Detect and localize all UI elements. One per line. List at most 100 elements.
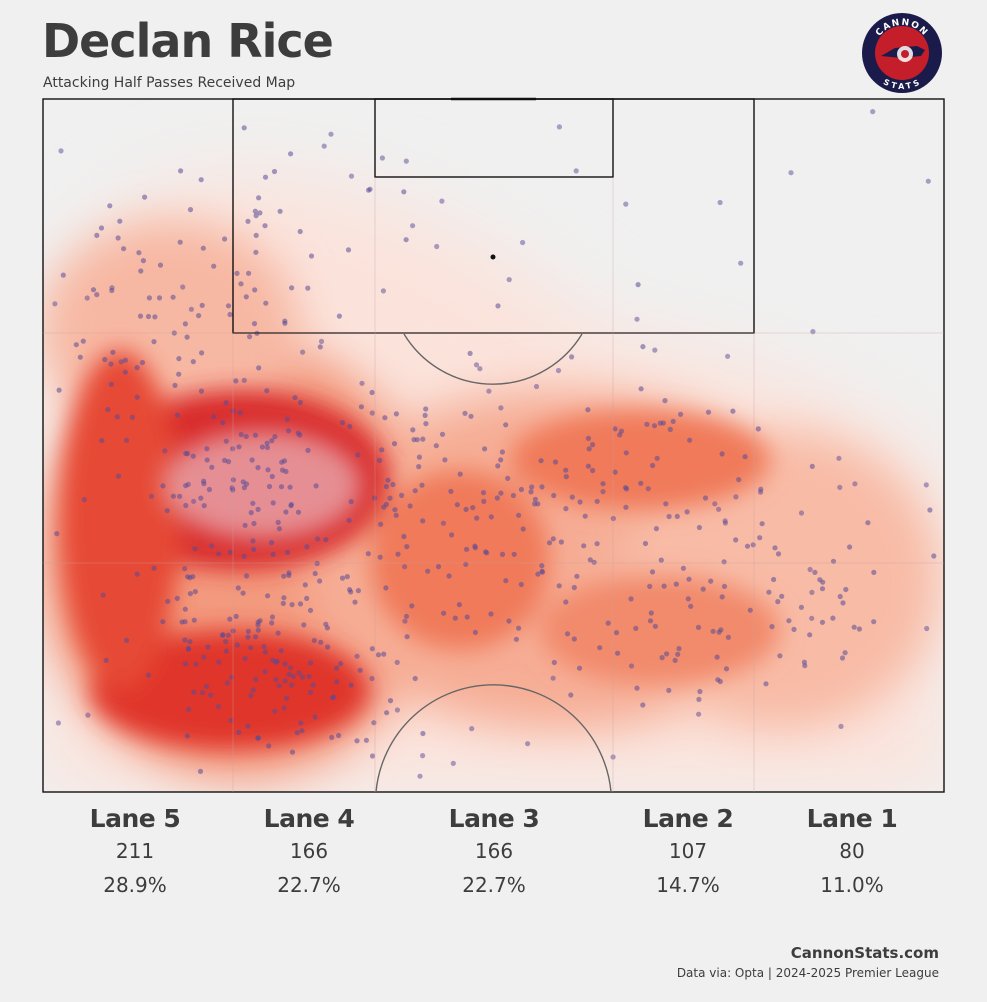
pass-point-74 xyxy=(184,451,191,457)
pass-point-598 xyxy=(807,566,813,573)
pass-point-379 xyxy=(516,625,522,631)
pass-point-82 xyxy=(305,447,311,453)
pass-point-605 xyxy=(810,329,816,335)
pass-point-531 xyxy=(775,599,781,605)
lane-1-summary: Lane 1 80 11.0% xyxy=(762,804,942,897)
pass-point-88 xyxy=(250,500,256,506)
pass-point-262 xyxy=(273,659,279,665)
pass-point-437 xyxy=(638,480,644,486)
pass-point-659 xyxy=(369,410,375,416)
pass-point-276 xyxy=(304,595,310,602)
pass-point-673 xyxy=(118,359,124,365)
pass-point-413 xyxy=(617,432,623,438)
pass-point-560 xyxy=(222,236,228,242)
pass-point-547 xyxy=(700,586,706,592)
pass-point-657 xyxy=(328,131,334,137)
pass-point-407 xyxy=(644,421,650,427)
pass-point-22 xyxy=(248,509,254,516)
pass-point-433 xyxy=(623,504,629,510)
pass-point-17 xyxy=(190,453,196,459)
pass-point-251 xyxy=(268,540,275,546)
pass-point-505 xyxy=(812,569,818,576)
pass-point-510 xyxy=(809,463,815,469)
pass-point-554 xyxy=(198,177,204,183)
pass-point-494 xyxy=(506,618,512,624)
svg-text:STATS: STATS xyxy=(882,77,922,91)
pass-point-112 xyxy=(216,704,222,710)
pass-point-447 xyxy=(730,408,736,414)
pass-point-152 xyxy=(182,661,189,667)
pass-point-509 xyxy=(718,627,724,633)
pass-point-347 xyxy=(488,514,494,520)
pass-point-377 xyxy=(495,463,501,469)
pass-point-613 xyxy=(809,615,815,621)
pass-point-575 xyxy=(289,285,295,291)
pass-point-287 xyxy=(387,495,393,501)
pass-point-319 xyxy=(313,483,319,489)
pass-point-307 xyxy=(423,421,429,427)
pass-point-168 xyxy=(282,678,288,684)
pass-point-148 xyxy=(103,657,109,663)
pass-point-564 xyxy=(177,239,183,245)
pass-point-275 xyxy=(230,628,236,634)
pass-point-611 xyxy=(924,625,930,632)
pass-point-284 xyxy=(245,723,251,729)
pass-point-640 xyxy=(348,173,355,179)
pass-point-257 xyxy=(282,661,288,667)
pass-point-512 xyxy=(847,544,853,550)
pass-point-394 xyxy=(535,571,541,577)
pass-point-442 xyxy=(635,282,641,288)
pass-point-672 xyxy=(84,295,90,301)
pass-point-123 xyxy=(245,634,251,640)
pass-point-47 xyxy=(292,395,298,401)
pass-point-156 xyxy=(248,693,254,699)
pass-point-239 xyxy=(285,549,291,556)
pass-point-662 xyxy=(379,155,385,161)
pass-point-57 xyxy=(177,493,183,499)
pass-point-69 xyxy=(170,493,176,499)
pass-point-464 xyxy=(659,655,665,661)
pass-point-483 xyxy=(697,688,703,695)
pass-point-477 xyxy=(747,607,753,613)
pass-point-591 xyxy=(836,455,842,461)
pass-point-114 xyxy=(253,676,259,683)
pass-point-154 xyxy=(182,606,188,612)
pass-point-502 xyxy=(673,581,679,587)
pass-point-321 xyxy=(382,415,388,421)
pass-point-408 xyxy=(623,450,629,456)
pass-point-426 xyxy=(638,386,644,392)
pass-point-663 xyxy=(410,223,416,229)
pass-point-78 xyxy=(270,551,276,558)
pass-point-122 xyxy=(187,639,193,645)
pass-point-645 xyxy=(533,383,540,390)
pass-point-386 xyxy=(546,540,553,546)
pass-point-666 xyxy=(123,437,130,443)
pass-point-45 xyxy=(286,428,292,434)
pass-point-297 xyxy=(390,481,396,488)
pass-point-345 xyxy=(464,614,470,620)
pass-point-655 xyxy=(367,186,373,192)
pass-point-636 xyxy=(85,712,91,718)
pass-point-70 xyxy=(323,537,329,543)
pass-point-30 xyxy=(297,601,304,607)
pass-point-504 xyxy=(931,553,937,559)
pass-point-637 xyxy=(162,448,168,454)
pass-point-533 xyxy=(759,521,765,527)
pass-point-561 xyxy=(138,268,144,274)
pass-point-326 xyxy=(381,504,387,510)
pass-point-73 xyxy=(255,465,261,471)
pass-point-199 xyxy=(102,356,108,363)
pass-point-172 xyxy=(184,334,190,340)
pass-point-578 xyxy=(246,270,252,276)
pass-point-256 xyxy=(381,651,387,657)
pass-point-35 xyxy=(201,503,207,509)
pass-point-174 xyxy=(105,406,111,413)
pass-point-498 xyxy=(710,628,716,634)
pass-point-441 xyxy=(581,543,587,549)
pass-point-609 xyxy=(852,481,858,487)
pass-point-332 xyxy=(393,411,399,417)
pass-point-104 xyxy=(289,749,296,755)
pass-point-59 xyxy=(297,399,303,406)
pass-point-155 xyxy=(325,644,331,650)
logo-bottom-text: STATS xyxy=(882,77,921,91)
